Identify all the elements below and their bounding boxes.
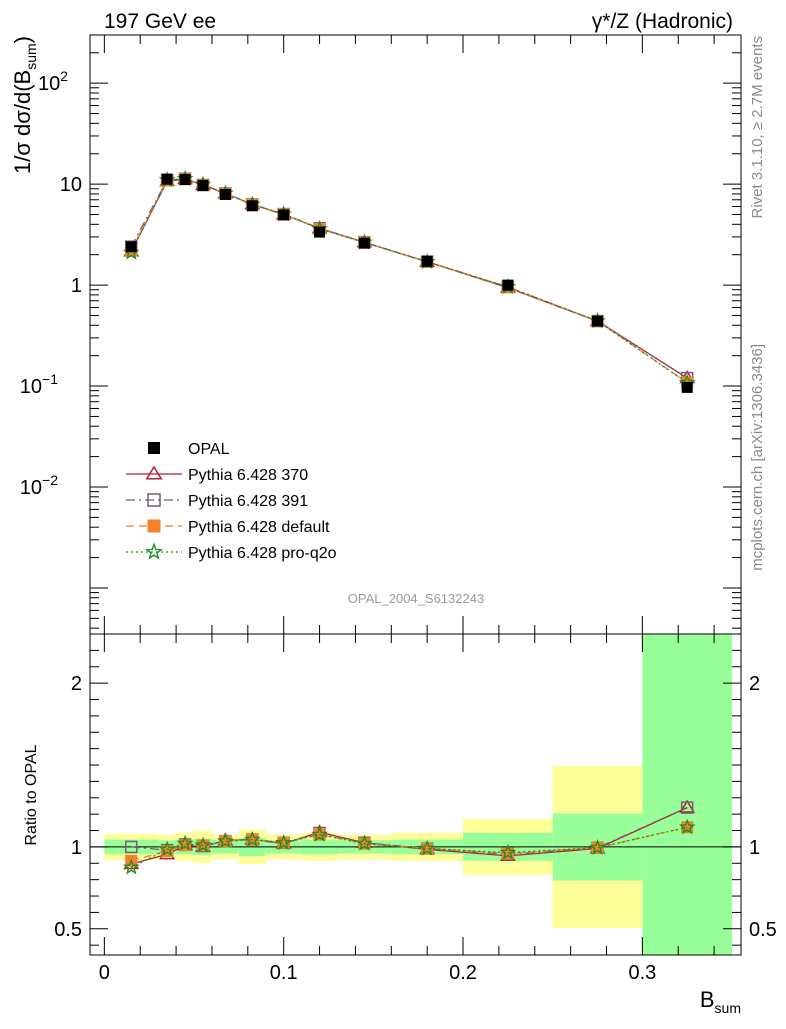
- ratio-frame: [89, 633, 742, 956]
- ratio-point: [161, 845, 174, 858]
- main-ytick-exp: −1: [42, 371, 58, 387]
- ratio-ytick-label: 1: [71, 837, 82, 859]
- ratio-xlabel-sub: sum: [715, 1000, 741, 1016]
- ratio-point: [679, 799, 696, 813]
- main-ytick-base: 1: [71, 275, 82, 297]
- legend-label: Pythia 6.428 default: [188, 519, 330, 536]
- ratio-point: [355, 834, 373, 851]
- ratio-xtick-label: 0.1: [270, 962, 298, 984]
- ratio-xtick-label: 0.3: [628, 962, 656, 984]
- legend-marker: [148, 442, 160, 454]
- main-ticks: [90, 34, 741, 634]
- main-point: [314, 226, 326, 238]
- main-ytick-base: 10: [60, 174, 82, 196]
- ratio-point: [678, 818, 696, 835]
- ratio-xtick-label: 0: [99, 962, 110, 984]
- main-point: [197, 179, 209, 191]
- legend-marker: [147, 493, 161, 507]
- main-ytick-base: 10: [20, 376, 42, 398]
- ratio-xlabel-base: B: [700, 987, 715, 1012]
- legend-entry: Pythia 6.428 370: [126, 465, 308, 484]
- ratio-point: [194, 836, 212, 853]
- ratio-point: [501, 847, 514, 860]
- main-ylabel-base: 1/σ dσ/d(B: [10, 70, 35, 174]
- rivet-label: Rivet 3.1.10, ≥ 2.7M events: [749, 36, 766, 219]
- legend-entry: Pythia 6.428 default: [126, 519, 330, 536]
- ratio-point: [499, 843, 517, 860]
- main-ylabel: 1/σ dσ/d(Bsum): [10, 36, 39, 174]
- main-point: [681, 381, 693, 393]
- ratio-xtick-labels: 0 0.1 0.2 0.3: [99, 962, 656, 984]
- ratio-ylabel: Ratio to OPAL: [23, 744, 40, 845]
- ratio-point: [589, 838, 606, 855]
- main-point: [219, 188, 231, 200]
- analysis-label: OPAL_2004_S6132243: [348, 591, 484, 606]
- legend-marker: [145, 465, 163, 480]
- main-series: [122, 169, 696, 393]
- band-inner: [642, 634, 733, 955]
- legend-marker: [145, 542, 163, 560]
- legend: OPAL Pythia 6.428 370 Pythia 6.428 391 Pyth…: [126, 441, 337, 562]
- header-left: 197 GeV ee: [104, 10, 216, 33]
- main-ytick-base: 10: [20, 477, 42, 499]
- main-point: [278, 209, 290, 221]
- main-point: [421, 255, 433, 267]
- main-ylabel-close: ): [10, 36, 35, 43]
- legend-label: Pythia 6.428 391: [188, 493, 308, 510]
- main-ytick-label: 1: [71, 275, 82, 297]
- ratio-point: [311, 825, 328, 842]
- ratio-ticks: [90, 633, 741, 955]
- ratio-point: [179, 839, 192, 852]
- main-point: [592, 315, 604, 327]
- main-point: [502, 279, 514, 291]
- ratio-ytick-label-right: 1: [749, 837, 760, 859]
- main-ytick-label: 10: [60, 174, 82, 196]
- ratio-xlabel: Bsum: [700, 987, 741, 1016]
- legend-entry: Pythia 6.428 pro-q2o: [126, 542, 337, 562]
- main-point: [125, 241, 137, 253]
- ratio-point: [217, 832, 234, 849]
- legend-entry: OPAL: [148, 441, 230, 458]
- header-right: γ*/Z (Hadronic): [592, 10, 733, 33]
- legend-entry: Pythia 6.428 391: [126, 493, 308, 510]
- legend-label: Pythia 6.428 pro-q2o: [188, 545, 337, 562]
- main-point: [161, 173, 173, 185]
- ratio-point: [243, 830, 261, 847]
- ratio-ytick-label: 2: [71, 673, 82, 695]
- ratio-point: [122, 858, 140, 875]
- main-ytick-label: 10−1: [20, 371, 58, 398]
- main-ytick-exp: 2: [60, 68, 68, 84]
- main-ytick-label: 10−2: [20, 472, 58, 499]
- ratio-point: [275, 833, 293, 850]
- main-ylabel-sub: sum: [23, 43, 39, 69]
- ratio-point: [124, 840, 138, 854]
- legend-label: Pythia 6.428 370: [188, 467, 308, 484]
- ratio-point: [158, 840, 176, 857]
- legend-label: OPAL: [188, 441, 230, 458]
- main-point: [179, 174, 191, 186]
- legend-marker: [147, 519, 161, 533]
- main-ytick-exp: −2: [42, 472, 58, 488]
- ratio-ytick-label-right: 2: [749, 673, 760, 695]
- ratio-point: [176, 834, 194, 851]
- ratio-ytick-labels: 0.5 0.5 1 1 2 2: [54, 673, 777, 941]
- main-ytick-base: 10: [38, 73, 60, 95]
- main-point: [246, 200, 258, 212]
- ratio-ytick-label-right: 0.5: [749, 919, 777, 941]
- mcplots-label: mcplots.cern.ch [arXiv:1306.3436]: [749, 344, 766, 571]
- main-point: [358, 237, 370, 249]
- ratio-point: [680, 801, 694, 814]
- ratio-panel: 0.5 0.5 1 1 2 2 0 0.1 0.2 0.3 Ratio to OPAL Bsum: [23, 633, 777, 1016]
- ratio-point: [418, 839, 436, 856]
- ratio-xtick-label: 0.2: [449, 962, 477, 984]
- ratio-ytick-label: 0.5: [54, 919, 82, 941]
- main-ytick-label: 102: [38, 68, 68, 95]
- ratio-series: [122, 799, 696, 875]
